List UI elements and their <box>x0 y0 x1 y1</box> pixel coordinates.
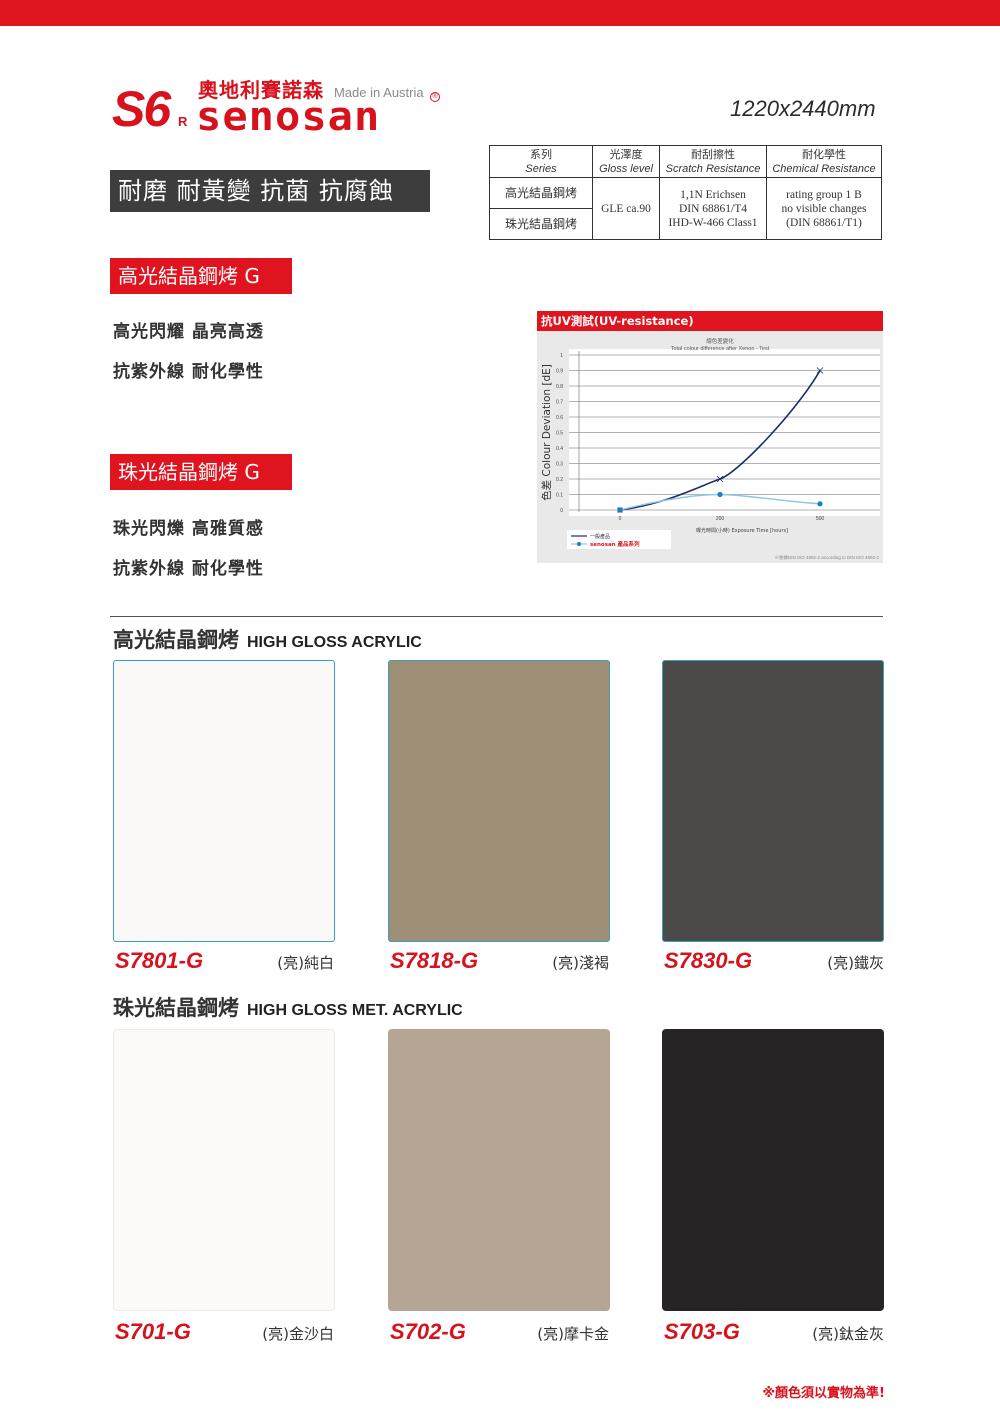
x-tick-label: 200 <box>716 516 725 522</box>
y-tick-label: 1 <box>560 353 563 359</box>
y-tick-label: 0.3 <box>556 462 563 468</box>
uv-resistance-chart: 抗UV測試(UV-resistance) 總色差變化 Total colour d… <box>537 311 883 567</box>
data-point-general <box>816 367 824 374</box>
logo-cn-name: 奧地利賽諾森 <box>198 78 324 102</box>
header-gloss: 光澤度 Gloss level <box>592 145 660 178</box>
data-point-general <box>716 475 724 483</box>
series-tag-high-gloss: 高光結晶鋼烤 G <box>110 258 292 294</box>
header-series: 系列 Series <box>489 145 593 178</box>
spec-table: 系列 Series 光澤度 Gloss level 耐刮擦性 Scratch Resi… <box>489 145 882 240</box>
y-tick-label: 0.4 <box>556 446 563 452</box>
color-swatch[interactable] <box>662 660 884 942</box>
y-tick-label: 0 <box>560 508 563 514</box>
y-tick-label: 0.2 <box>556 477 563 483</box>
legend-box <box>567 530 671 549</box>
chart-title-cn: 總色差變化 <box>706 337 734 345</box>
series-cell-1: 高光結晶鋼烤 <box>489 177 593 209</box>
data-point-senosan <box>617 507 623 513</box>
swatch-name: (亮)鈦金灰 <box>812 1325 884 1343</box>
data-point-senosan <box>717 491 723 498</box>
series-desc-line: 抗紫外線 耐化學性 <box>113 559 264 579</box>
senosan-logo: S6 R 奧地利賽諾森 Made in Austria ® senosan <box>112 74 452 140</box>
color-note: ※顏色須以實物為準! <box>762 1386 885 1401</box>
logo-wordmark: senosan <box>196 94 381 140</box>
table-row: 高光結晶鋼烤 GLE ca.90 1,1N Erichsen DIN 68861… <box>489 177 882 240</box>
scratch-cell: 1,1N Erichsen DIN 68861/T4 IHD-W-466 Cla… <box>659 177 767 240</box>
color-swatch[interactable] <box>388 1029 610 1311</box>
swatch-code: S702-G <box>390 1319 466 1344</box>
section-divider <box>110 616 883 617</box>
y-tick-label: 0.6 <box>556 415 563 421</box>
swatch-code: S701-G <box>115 1319 191 1344</box>
series-desc-line: 珠光閃爍 高雅質感 <box>113 519 264 539</box>
swatch-name: (亮)淺褐 <box>552 954 609 972</box>
color-swatch[interactable] <box>662 1029 884 1311</box>
swatch-name: (亮)鐵灰 <box>827 954 884 972</box>
data-point-senosan <box>817 501 823 507</box>
section-title-high-gloss: 高光結晶鋼烤 HIGH GLOSS ACRYLIC <box>113 624 422 654</box>
header-chemical: 耐化學性 Chemical Resistance <box>766 145 882 178</box>
section-title-pearl: 珠光結晶鋼烤 HIGH GLOSS MET. ACRYLIC <box>113 992 463 1022</box>
y-tick-label: 0.1 <box>556 493 563 499</box>
swatch-name: (亮)金沙白 <box>262 1325 334 1343</box>
series-desc-line: 高光閃耀 晶亮高透 <box>113 322 264 342</box>
x-tick-label: 500 <box>816 516 825 522</box>
section-title-en: HIGH GLOSS MET. ACRYLIC <box>247 1002 463 1019</box>
swatch-name: (亮)摩卡金 <box>537 1325 609 1343</box>
section-title-cn: 高光結晶鋼烤 <box>113 628 239 652</box>
header-scratch: 耐刮擦性 Scratch Resistance <box>659 145 767 178</box>
top-red-bar <box>0 0 1000 26</box>
spec-table-header: 系列 Series 光澤度 Gloss level 耐刮擦性 Scratch Resi… <box>489 145 882 178</box>
series-cell-2: 珠光結晶鋼烤 <box>489 208 593 240</box>
gloss-cell: GLE ca.90 <box>592 177 660 240</box>
legend-label: senosan 產品系列 <box>590 540 640 548</box>
series-desc-line: 抗紫外線 耐化學性 <box>113 362 264 382</box>
logo-mark: S6 <box>112 81 171 137</box>
chart-heading: 抗UV測試(UV-resistance) <box>537 311 883 331</box>
y-tick-label: 0.5 <box>556 431 563 437</box>
y-tick-label: 0.9 <box>556 369 563 375</box>
swatch-code: S7801-G <box>115 948 204 973</box>
x-axis-label: 曝光時間(小時) Exposure Time [hours] <box>696 527 788 534</box>
chart-title: Total colour difference after Xenon - Te… <box>671 346 770 352</box>
registered-icon: ® <box>430 92 440 102</box>
chart-body: 總色差變化 Total colour difference after Xenon… <box>537 331 883 563</box>
y-tick-label: 0.7 <box>556 400 563 406</box>
legend-label: 一般產品 <box>590 533 610 540</box>
swatch-code: S7830-G <box>664 948 753 973</box>
chemical-cell: rating group 1 B no visible changes (DIN… <box>766 177 882 240</box>
chart-footnote: ※依據DIN ISO 4892-2 according to DIN ISO 4… <box>774 554 879 561</box>
x-tick-label: 0 <box>619 516 622 522</box>
sheet-size: 1220x2440mm <box>730 96 876 121</box>
swatch-code: S7818-G <box>390 948 479 973</box>
table-row: 珠光結晶鋼烤 <box>489 208 882 240</box>
legend-marker-senosan <box>577 542 581 546</box>
series-tag-pearl: 珠光結晶鋼烤 G <box>110 454 292 490</box>
color-swatch[interactable] <box>113 660 335 942</box>
feature-banner: 耐磨 耐黃變 抗菌 抗腐蝕 <box>110 170 430 212</box>
logo-mark-r: R <box>178 114 188 129</box>
section-title-en: HIGH GLOSS ACRYLIC <box>247 634 422 651</box>
section-title-cn: 珠光結晶鋼烤 <box>113 996 239 1020</box>
y-axis-label: 色差 Colour Deviation [dE] <box>540 364 553 501</box>
swatch-name: (亮)純白 <box>277 954 334 972</box>
color-swatch[interactable] <box>113 1029 335 1311</box>
y-tick-label: 0.8 <box>556 384 563 390</box>
swatch-code: S703-G <box>664 1319 740 1344</box>
logo-made-in: Made in Austria <box>334 85 424 100</box>
color-swatch[interactable] <box>388 660 610 942</box>
